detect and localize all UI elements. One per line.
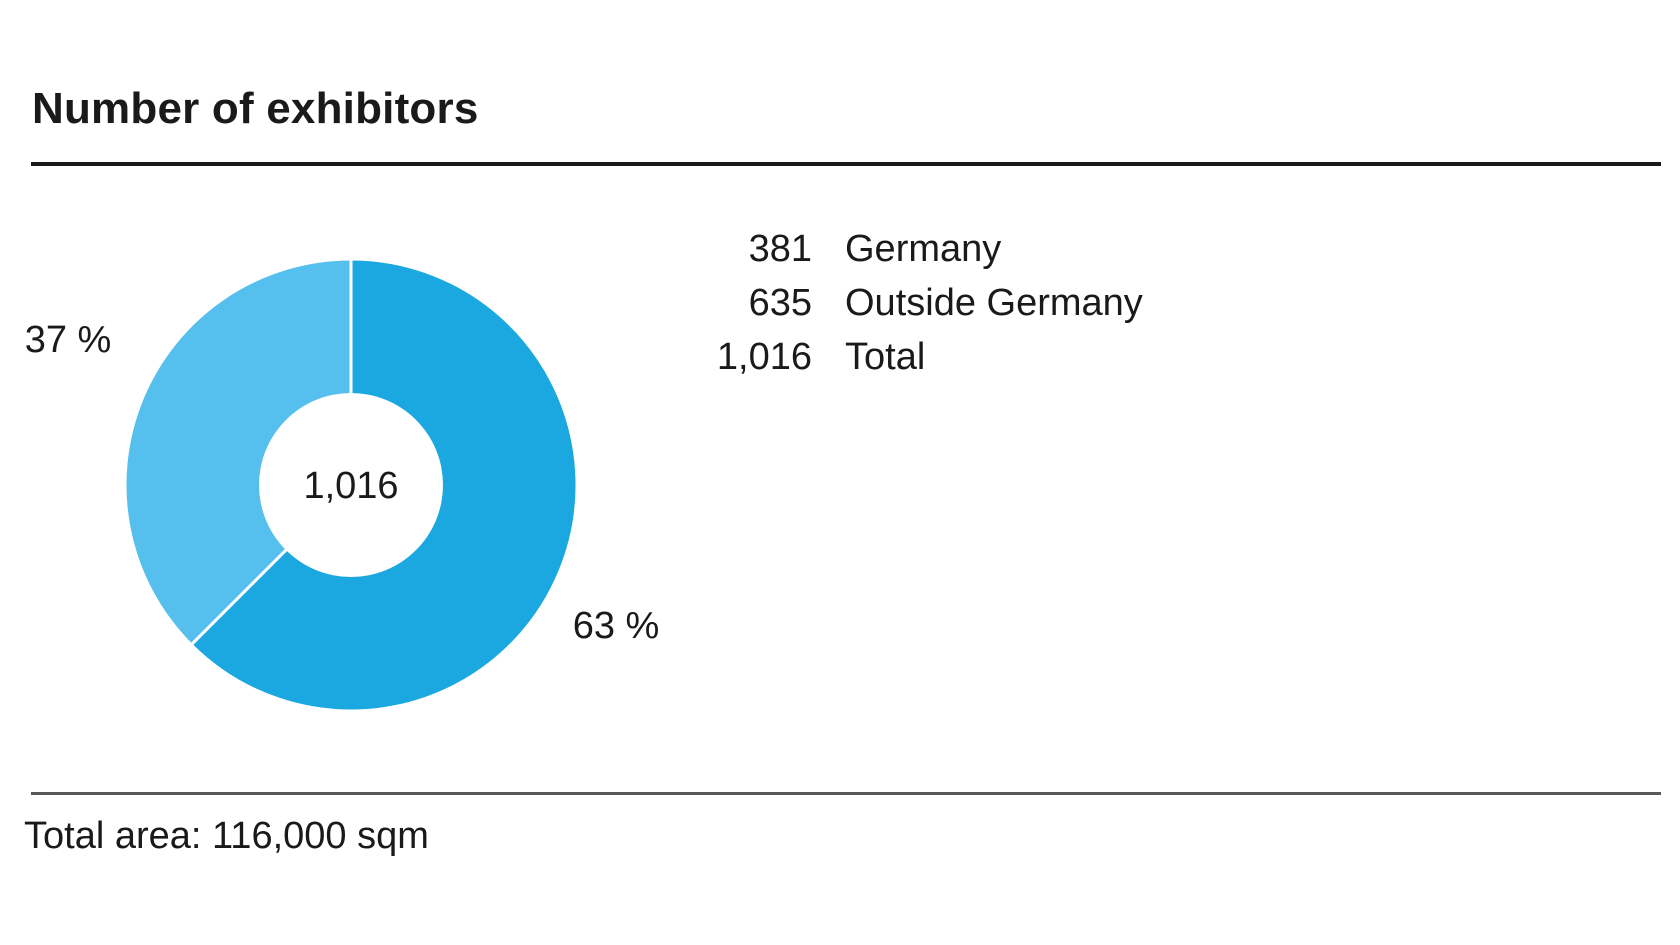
top-divider <box>31 162 1661 166</box>
slice-percent-label: 63 % <box>573 605 660 647</box>
slice-percent-label: 37 % <box>25 319 112 361</box>
donut-center-label: 1,016 <box>303 465 398 507</box>
legend-label: Germany <box>845 228 1002 270</box>
donut-hole <box>259 393 443 577</box>
legend-row-germany: 381 Germany <box>680 222 1143 276</box>
legend-value: 635 <box>748 282 812 324</box>
donut-slice-germany <box>123 257 353 647</box>
legend-value: 1,016 <box>716 336 812 378</box>
legend-label: Outside Germany <box>845 282 1143 324</box>
total-area-note: Total area: 116,000 sqm <box>24 815 429 857</box>
bottom-divider <box>31 792 1661 795</box>
legend-row-total: 1,016 Total <box>680 330 1143 384</box>
chart-title: Number of exhibitors <box>32 84 479 133</box>
slice-percent-labels: 63 % 37 % <box>25 319 660 647</box>
legend-label: Total <box>845 336 926 378</box>
legend-row-outside-germany: 635 Outside Germany <box>680 276 1143 330</box>
legend-value: 381 <box>748 228 812 270</box>
legend: 381 Germany 635 Outside Germany 1,016 To… <box>680 222 1143 384</box>
